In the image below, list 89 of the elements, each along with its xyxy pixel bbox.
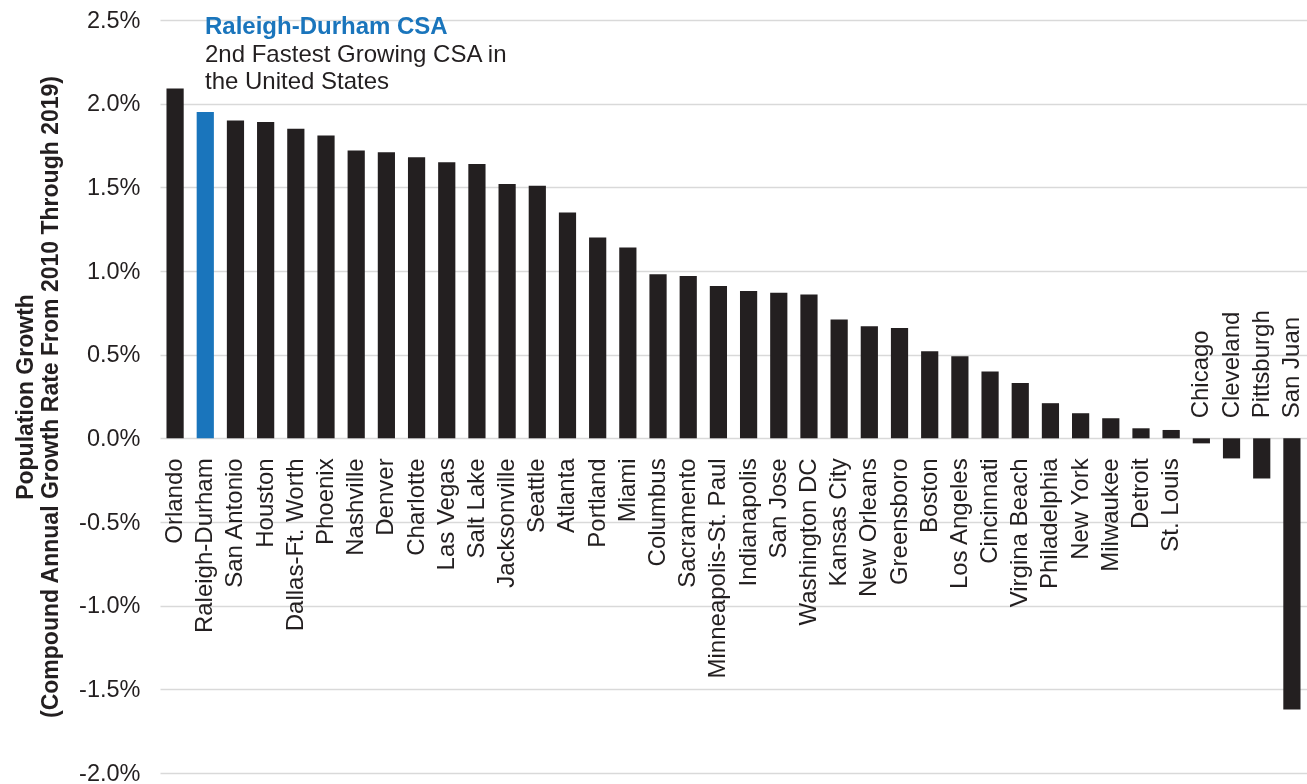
x-tick-label: San Juan bbox=[1276, 316, 1304, 419]
x-tick-label: Jacksonville bbox=[492, 458, 520, 588]
x-tick-label: Houston bbox=[250, 458, 278, 548]
bar bbox=[1192, 438, 1210, 444]
x-tick-label: Raleigh-Durham bbox=[190, 458, 218, 634]
bar bbox=[317, 135, 335, 439]
bar bbox=[1253, 438, 1271, 479]
bar bbox=[649, 274, 667, 439]
bar bbox=[1011, 383, 1029, 439]
x-tick-label: Dallas-Ft. Worth bbox=[280, 458, 308, 632]
bar bbox=[438, 162, 456, 439]
x-tick-label: Chicago bbox=[1186, 330, 1214, 419]
y-tick-label: 1.0% bbox=[86, 257, 141, 284]
bar bbox=[589, 237, 607, 439]
bar bbox=[921, 351, 939, 439]
x-tick-label: New York bbox=[1065, 457, 1093, 560]
x-tick-label: Cincinnati bbox=[975, 458, 1003, 564]
x-tick-label: Charlotte bbox=[401, 458, 429, 556]
bar bbox=[830, 319, 848, 439]
x-tick-label: Greensboro bbox=[884, 458, 912, 586]
y-tick-label: -1.0% bbox=[79, 592, 141, 619]
x-tick-label: Indianapolis bbox=[733, 458, 761, 587]
bar bbox=[287, 128, 305, 439]
bar bbox=[890, 327, 909, 439]
x-tick-label: Sacramento bbox=[673, 458, 701, 588]
bar bbox=[709, 286, 728, 439]
bar bbox=[1132, 428, 1150, 439]
x-tick-label: Salt Lake bbox=[461, 458, 489, 559]
bar bbox=[196, 112, 214, 439]
bar bbox=[619, 247, 637, 439]
x-tick-label: Pittsburgh bbox=[1246, 310, 1274, 419]
x-tick-label: Detroit bbox=[1125, 458, 1153, 530]
bar bbox=[528, 185, 546, 439]
x-tick-label: Denver bbox=[371, 458, 399, 536]
bar bbox=[1102, 418, 1120, 439]
x-tick-label: Minneapolis-St. Paul bbox=[703, 458, 731, 679]
bar bbox=[1222, 438, 1241, 459]
x-tick-label: Portland bbox=[582, 458, 610, 548]
annotation: 2nd Fastest Growing CSA in the United States bbox=[205, 39, 507, 94]
y-tick-label: 0.0% bbox=[86, 424, 141, 451]
x-tick-label: Miami bbox=[612, 458, 640, 523]
x-tick-label: Boston bbox=[914, 458, 942, 534]
bar bbox=[1283, 438, 1301, 710]
x-tick-label: San Antonio bbox=[220, 458, 248, 588]
x-tick-label: Virgina Beach bbox=[1005, 458, 1033, 608]
x-tick-label: Phoenix bbox=[311, 458, 339, 546]
x-tick-label: San Jose bbox=[763, 458, 791, 559]
x-tick-label: Milwaukee bbox=[1095, 458, 1123, 572]
x-tick-label: Kansas City bbox=[824, 458, 852, 587]
x-tick-label: Washington DC bbox=[793, 458, 821, 626]
x-tick-label: Seattle bbox=[522, 458, 550, 534]
y-tick-label: -2.0% bbox=[79, 759, 141, 784]
x-tick-label: New Orleans bbox=[854, 458, 882, 598]
bar bbox=[468, 163, 486, 439]
bar bbox=[377, 152, 395, 439]
bar bbox=[800, 294, 818, 439]
x-tick-label: Los Angeles bbox=[944, 458, 972, 590]
bar bbox=[226, 120, 245, 439]
bar bbox=[347, 150, 365, 439]
bar bbox=[1072, 413, 1090, 439]
y-tick-label: -1.5% bbox=[79, 675, 141, 702]
y-tick-label: 2.0% bbox=[86, 90, 141, 117]
x-tick-label: Atlanta bbox=[552, 457, 580, 534]
bar bbox=[166, 88, 184, 439]
bar bbox=[981, 371, 999, 439]
x-tick-label: Philadelphia bbox=[1035, 457, 1063, 590]
bar bbox=[770, 292, 788, 439]
y-axis-title: Population Growth (Compound Annual Growth Rate From 2010 Through 2019) bbox=[12, 76, 64, 718]
bar bbox=[679, 276, 697, 439]
x-tick-label: St. Louis bbox=[1156, 458, 1184, 552]
x-tick-label: Cleveland bbox=[1216, 311, 1244, 419]
annotation: Raleigh-Durham CSA bbox=[205, 12, 448, 39]
y-tick-label: 0.5% bbox=[86, 341, 141, 368]
bar bbox=[407, 157, 426, 439]
bar bbox=[951, 356, 969, 439]
bar bbox=[739, 291, 758, 439]
bar bbox=[257, 122, 275, 439]
y-tick-label: -0.5% bbox=[79, 508, 141, 535]
y-tick-label: 2.5% bbox=[86, 6, 141, 33]
bar bbox=[1162, 429, 1180, 439]
bar bbox=[558, 212, 577, 439]
bar bbox=[1041, 403, 1060, 439]
x-tick-label: Columbus bbox=[643, 458, 671, 567]
bar bbox=[860, 326, 878, 439]
x-tick-label: Orlando bbox=[160, 458, 188, 544]
x-tick-label: Las Vegas bbox=[431, 458, 459, 571]
x-tick-label: Nashville bbox=[341, 458, 369, 556]
bar bbox=[498, 183, 516, 439]
y-tick-label: 1.5% bbox=[86, 173, 141, 200]
